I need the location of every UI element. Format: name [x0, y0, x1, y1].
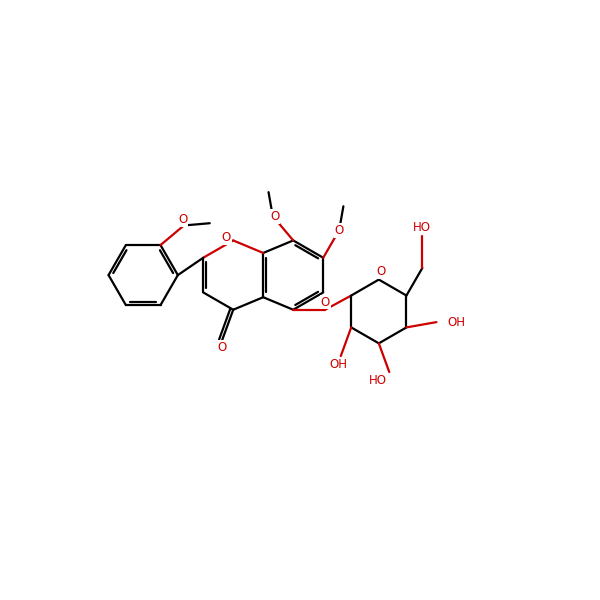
Text: O: O — [376, 265, 385, 278]
Text: OH: OH — [447, 316, 465, 329]
Text: O: O — [270, 210, 279, 223]
Text: HO: HO — [370, 374, 388, 387]
Text: OH: OH — [330, 358, 348, 371]
Text: O: O — [221, 231, 231, 244]
Text: HO: HO — [413, 221, 431, 234]
Text: O: O — [217, 341, 227, 354]
Text: O: O — [178, 213, 187, 226]
Text: O: O — [335, 224, 344, 238]
Text: O: O — [320, 296, 330, 308]
